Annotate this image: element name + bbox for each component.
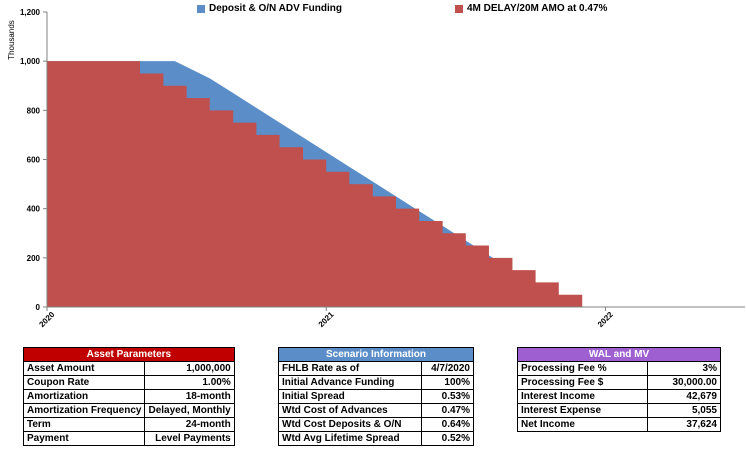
scenario-info-value: 0.47% <box>421 403 474 418</box>
scenario-info-value: 0.52% <box>421 431 474 446</box>
asset-parameter-row: Amortization Frequency Delayed, Monthly <box>22 403 235 418</box>
scenario-info-label: Wtd Cost Deposits & O/N <box>277 417 423 432</box>
asset-parameter-value: 1,000,000 <box>144 361 235 376</box>
scenario-info-row: Wtd Cost Deposits & O/N 0.64% <box>277 417 474 432</box>
scenario-info-label: Wtd Cost of Advances <box>277 403 423 418</box>
wal-and-mv-table: WAL and MV Processing Fee % 3% Processing … <box>516 347 721 432</box>
wal-mv-value: 5,055 <box>647 403 721 418</box>
asset-parameter-value: 1.00% <box>144 375 235 390</box>
wal-mv-row: Interest Income 42,679 <box>516 389 721 404</box>
y-tick-label: 600 <box>27 156 41 165</box>
asset-parameter-value: 24-month <box>144 417 235 432</box>
legend-label-delay: 4M DELAY/20M AMO at 0.47% <box>467 3 608 14</box>
asset-parameter-value: Level Payments <box>144 431 235 446</box>
wal-mv-row: Processing Fee % 3% <box>516 361 721 376</box>
wal-mv-value: 3% <box>647 361 721 376</box>
asset-parameter-label: Asset Amount <box>22 361 146 376</box>
asset-parameters-title: Asset Parameters <box>23 347 235 362</box>
y-axis-title: Thousands <box>7 20 16 60</box>
wal-mv-row: Processing Fee $30,000.00 <box>516 375 721 390</box>
wal-mv-row: Net Income 37,624 <box>516 417 721 432</box>
scenario-info-label: Initial Advance Funding <box>277 375 423 390</box>
scenario-info-row: Initial Spread 0.53% <box>277 389 474 404</box>
asset-parameter-label: Amortization Frequency <box>22 403 146 418</box>
x-tick-label: 2022 <box>596 310 615 329</box>
asset-parameter-row: Term 24-month <box>22 417 235 432</box>
asset-parameter-row: Coupon Rate 1.00% <box>22 375 235 390</box>
asset-parameter-label: Coupon Rate <box>22 375 146 390</box>
scenario-info-row: FHLB Rate as of 4/7/2020 <box>277 361 474 376</box>
x-tick-label: 2021 <box>317 310 336 329</box>
scenario-info-row: Wtd Avg Lifetime Spread 0.52% <box>277 431 474 446</box>
legend-item-deposit: Deposit & O/N ADV Funding <box>197 3 342 14</box>
area-chart: 0 200 400 600 800 1,000 1,200 Thousands 2020 2021… <box>7 8 745 329</box>
y-tick-label: 800 <box>27 106 41 115</box>
wal-mv-label: Processing Fee % <box>516 361 649 376</box>
wal-mv-label: Processing Fee $ <box>516 375 649 390</box>
asset-parameter-row: Amortization 18-month <box>22 389 235 404</box>
y-tick-label: 200 <box>27 254 41 263</box>
wal-and-mv-title: WAL and MV <box>517 347 721 362</box>
scenario-info-value: 4/7/2020 <box>421 361 474 376</box>
scenario-info-value: 0.64% <box>421 417 474 432</box>
asset-parameter-label: Payment <box>22 431 146 446</box>
scenario-info-value: 0.53% <box>421 389 474 404</box>
wal-mv-row: Interest Expense 5,055 <box>516 403 721 418</box>
wal-mv-label: Interest Income <box>516 389 649 404</box>
wal-mv-label: Interest Expense <box>516 403 649 418</box>
y-tick-label: 1,200 <box>20 8 41 17</box>
y-tick-label: 0 <box>36 303 41 312</box>
asset-parameter-label: Amortization <box>22 389 146 404</box>
scenario-info-value: 100% <box>421 375 474 390</box>
asset-parameters-table: Asset Parameters Asset Amount 1,000,000 Co… <box>22 347 235 446</box>
scenario-information-table: Scenario Information FHLB Rate as of 4/7/… <box>277 347 474 446</box>
scenario-info-row: Wtd Cost of Advances 0.47% <box>277 403 474 418</box>
scenario-info-label: Initial Spread <box>277 389 423 404</box>
wal-mv-label: Net Income <box>516 417 649 432</box>
asset-parameter-value: Delayed, Monthly <box>144 403 235 418</box>
y-tick-label: 1,000 <box>20 57 41 66</box>
scenario-info-label: FHLB Rate as of <box>277 361 423 376</box>
x-tick-label: 2020 <box>37 310 56 329</box>
wal-mv-value: 37,624 <box>647 417 721 432</box>
wal-mv-value: 42,679 <box>647 389 721 404</box>
scenario-info-row: Initial Advance Funding 100% <box>277 375 474 390</box>
wal-mv-value: 30,000.00 <box>647 375 721 390</box>
legend-item-delay: 4M DELAY/20M AMO at 0.47% <box>455 3 607 14</box>
scenario-info-label: Wtd Avg Lifetime Spread <box>277 431 423 446</box>
scenario-information-title: Scenario Information <box>278 347 474 362</box>
asset-parameter-value: 18-month <box>144 389 235 404</box>
legend-label-deposit: Deposit & O/N ADV Funding <box>209 3 342 14</box>
legend-swatch-delay <box>455 4 463 13</box>
y-tick-label: 400 <box>27 205 41 214</box>
series-area-delay <box>47 61 745 307</box>
asset-parameter-label: Term <box>22 417 146 432</box>
asset-parameter-row: Asset Amount 1,000,000 <box>22 361 235 376</box>
legend-swatch-deposit <box>197 4 205 13</box>
asset-parameter-row: Payment Level Payments <box>22 431 235 446</box>
